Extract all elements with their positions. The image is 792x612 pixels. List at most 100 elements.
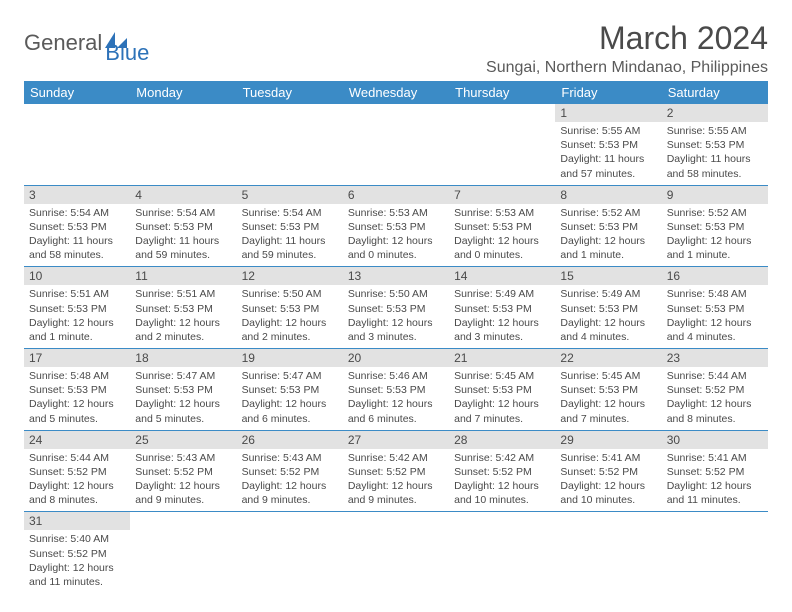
sunset-text: Sunset: 5:53 PM — [135, 383, 231, 397]
day-info: Sunrise: 5:51 AMSunset: 5:53 PMDaylight:… — [130, 285, 236, 348]
day-number: 31 — [24, 512, 130, 530]
sunset-text: Sunset: 5:53 PM — [242, 302, 338, 316]
day-number: 17 — [24, 349, 130, 367]
day-info: Sunrise: 5:52 AMSunset: 5:53 PMDaylight:… — [662, 204, 768, 267]
daylight-text: Daylight: 12 hours and 2 minutes. — [135, 316, 231, 344]
daylight-text: Daylight: 12 hours and 8 minutes. — [667, 397, 763, 425]
day-number: 1 — [555, 104, 661, 122]
day-cell: 17Sunrise: 5:48 AMSunset: 5:53 PMDayligh… — [24, 349, 130, 431]
location: Sungai, Northern Mindanao, Philippines — [486, 59, 768, 77]
month-title: March 2024 — [486, 20, 768, 57]
daylight-text: Daylight: 12 hours and 6 minutes. — [242, 397, 338, 425]
day-cell: 1Sunrise: 5:55 AMSunset: 5:53 PMDaylight… — [555, 104, 661, 185]
day-number: 25 — [130, 431, 236, 449]
day-info: Sunrise: 5:50 AMSunset: 5:53 PMDaylight:… — [343, 285, 449, 348]
empty-cell — [343, 512, 449, 593]
sunset-text: Sunset: 5:52 PM — [29, 547, 125, 561]
day-number: 22 — [555, 349, 661, 367]
daylight-text: Daylight: 12 hours and 0 minutes. — [454, 234, 550, 262]
daylight-text: Daylight: 12 hours and 9 minutes. — [135, 479, 231, 507]
day-info: Sunrise: 5:52 AMSunset: 5:53 PMDaylight:… — [555, 204, 661, 267]
day-number: 29 — [555, 431, 661, 449]
sunset-text: Sunset: 5:53 PM — [454, 220, 550, 234]
sunrise-text: Sunrise: 5:55 AM — [667, 124, 763, 138]
day-number: 19 — [237, 349, 343, 367]
day-info: Sunrise: 5:44 AMSunset: 5:52 PMDaylight:… — [24, 449, 130, 512]
sunrise-text: Sunrise: 5:47 AM — [242, 369, 338, 383]
daylight-text: Daylight: 12 hours and 9 minutes. — [348, 479, 444, 507]
day-cell: 26Sunrise: 5:43 AMSunset: 5:52 PMDayligh… — [237, 430, 343, 512]
day-cell: 13Sunrise: 5:50 AMSunset: 5:53 PMDayligh… — [343, 267, 449, 349]
day-cell: 5Sunrise: 5:54 AMSunset: 5:53 PMDaylight… — [237, 185, 343, 267]
day-cell: 3Sunrise: 5:54 AMSunset: 5:53 PMDaylight… — [24, 185, 130, 267]
day-info: Sunrise: 5:47 AMSunset: 5:53 PMDaylight:… — [237, 367, 343, 430]
day-cell: 11Sunrise: 5:51 AMSunset: 5:53 PMDayligh… — [130, 267, 236, 349]
sunrise-text: Sunrise: 5:54 AM — [242, 206, 338, 220]
daylight-text: Daylight: 11 hours and 59 minutes. — [242, 234, 338, 262]
day-number: 16 — [662, 267, 768, 285]
day-info: Sunrise: 5:49 AMSunset: 5:53 PMDaylight:… — [555, 285, 661, 348]
empty-cell — [449, 104, 555, 185]
logo-text-general: General — [24, 30, 102, 56]
sunset-text: Sunset: 5:53 PM — [454, 302, 550, 316]
sunset-text: Sunset: 5:53 PM — [560, 138, 656, 152]
sunset-text: Sunset: 5:53 PM — [242, 220, 338, 234]
day-number: 10 — [24, 267, 130, 285]
day-cell: 19Sunrise: 5:47 AMSunset: 5:53 PMDayligh… — [237, 349, 343, 431]
day-number: 15 — [555, 267, 661, 285]
calendar-week-row: 24Sunrise: 5:44 AMSunset: 5:52 PMDayligh… — [24, 430, 768, 512]
empty-cell — [237, 104, 343, 185]
day-cell: 27Sunrise: 5:42 AMSunset: 5:52 PMDayligh… — [343, 430, 449, 512]
empty-cell — [449, 512, 555, 593]
day-info: Sunrise: 5:48 AMSunset: 5:53 PMDaylight:… — [662, 285, 768, 348]
day-number: 7 — [449, 186, 555, 204]
calendar-week-row: 1Sunrise: 5:55 AMSunset: 5:53 PMDaylight… — [24, 104, 768, 185]
day-number: 12 — [237, 267, 343, 285]
daylight-text: Daylight: 12 hours and 3 minutes. — [454, 316, 550, 344]
day-number: 13 — [343, 267, 449, 285]
day-header-row: SundayMondayTuesdayWednesdayThursdayFrid… — [24, 81, 768, 104]
empty-cell — [237, 512, 343, 593]
day-cell: 7Sunrise: 5:53 AMSunset: 5:53 PMDaylight… — [449, 185, 555, 267]
calendar-week-row: 10Sunrise: 5:51 AMSunset: 5:53 PMDayligh… — [24, 267, 768, 349]
daylight-text: Daylight: 11 hours and 59 minutes. — [135, 234, 231, 262]
day-cell: 4Sunrise: 5:54 AMSunset: 5:53 PMDaylight… — [130, 185, 236, 267]
sunrise-text: Sunrise: 5:54 AM — [29, 206, 125, 220]
day-info: Sunrise: 5:48 AMSunset: 5:53 PMDaylight:… — [24, 367, 130, 430]
sunrise-text: Sunrise: 5:43 AM — [135, 451, 231, 465]
sunrise-text: Sunrise: 5:50 AM — [348, 287, 444, 301]
day-number: 21 — [449, 349, 555, 367]
day-number: 6 — [343, 186, 449, 204]
day-info: Sunrise: 5:53 AMSunset: 5:53 PMDaylight:… — [449, 204, 555, 267]
sunset-text: Sunset: 5:52 PM — [29, 465, 125, 479]
day-number: 23 — [662, 349, 768, 367]
sunrise-text: Sunrise: 5:48 AM — [29, 369, 125, 383]
day-header: Sunday — [24, 81, 130, 104]
daylight-text: Daylight: 12 hours and 11 minutes. — [667, 479, 763, 507]
day-info: Sunrise: 5:47 AMSunset: 5:53 PMDaylight:… — [130, 367, 236, 430]
logo: General Blue — [24, 20, 149, 66]
sunset-text: Sunset: 5:52 PM — [560, 465, 656, 479]
daylight-text: Daylight: 12 hours and 5 minutes. — [29, 397, 125, 425]
day-info: Sunrise: 5:45 AMSunset: 5:53 PMDaylight:… — [449, 367, 555, 430]
day-number: 24 — [24, 431, 130, 449]
sunrise-text: Sunrise: 5:45 AM — [560, 369, 656, 383]
sunrise-text: Sunrise: 5:51 AM — [135, 287, 231, 301]
sunrise-text: Sunrise: 5:52 AM — [560, 206, 656, 220]
day-cell: 18Sunrise: 5:47 AMSunset: 5:53 PMDayligh… — [130, 349, 236, 431]
daylight-text: Daylight: 12 hours and 1 minute. — [560, 234, 656, 262]
calendar-body: 1Sunrise: 5:55 AMSunset: 5:53 PMDaylight… — [24, 104, 768, 593]
day-info: Sunrise: 5:54 AMSunset: 5:53 PMDaylight:… — [130, 204, 236, 267]
sunset-text: Sunset: 5:53 PM — [560, 220, 656, 234]
day-info: Sunrise: 5:42 AMSunset: 5:52 PMDaylight:… — [343, 449, 449, 512]
sunrise-text: Sunrise: 5:42 AM — [454, 451, 550, 465]
empty-cell — [555, 512, 661, 593]
sunrise-text: Sunrise: 5:51 AM — [29, 287, 125, 301]
sunset-text: Sunset: 5:53 PM — [135, 302, 231, 316]
day-header: Wednesday — [343, 81, 449, 104]
day-cell: 14Sunrise: 5:49 AMSunset: 5:53 PMDayligh… — [449, 267, 555, 349]
sunrise-text: Sunrise: 5:40 AM — [29, 532, 125, 546]
sunrise-text: Sunrise: 5:44 AM — [29, 451, 125, 465]
day-cell: 16Sunrise: 5:48 AMSunset: 5:53 PMDayligh… — [662, 267, 768, 349]
sunrise-text: Sunrise: 5:49 AM — [560, 287, 656, 301]
